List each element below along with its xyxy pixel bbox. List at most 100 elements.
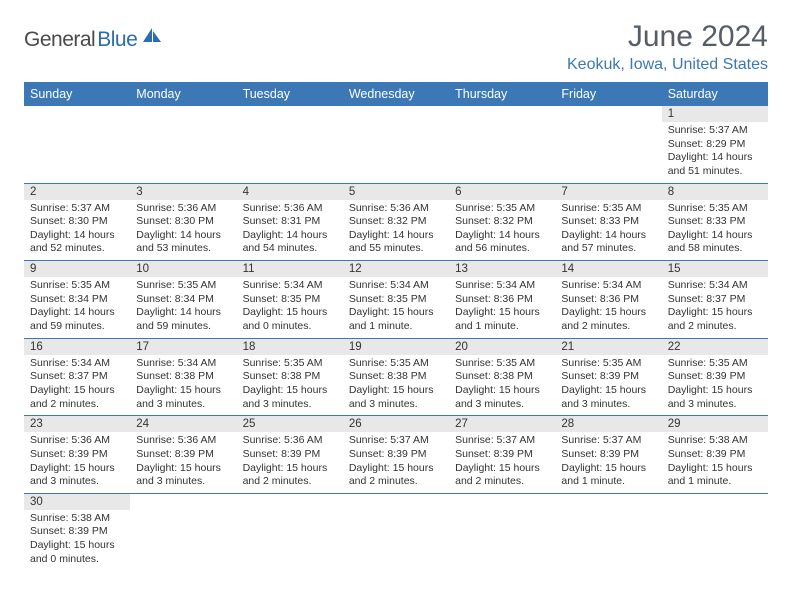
calendar-cell: 4Sunrise: 5:36 AMSunset: 8:31 PMDaylight… — [237, 183, 343, 261]
calendar-cell — [343, 493, 449, 570]
daylight-line-1: Daylight: 15 hours — [455, 306, 549, 320]
calendar-cell: 19Sunrise: 5:35 AMSunset: 8:38 PMDayligh… — [343, 338, 449, 416]
day-content: Sunrise: 5:37 AMSunset: 8:39 PMDaylight:… — [555, 432, 661, 493]
daylight-line-1: Daylight: 14 hours — [30, 306, 124, 320]
sunrise-line: Sunrise: 5:35 AM — [561, 202, 655, 216]
sunrise-line: Sunrise: 5:34 AM — [561, 279, 655, 293]
day-content: Sunrise: 5:34 AMSunset: 8:37 PMDaylight:… — [24, 355, 130, 416]
header: GeneralBlue June 2024 Keokuk, Iowa, Unit… — [24, 20, 768, 74]
sunrise-line: Sunrise: 5:35 AM — [30, 279, 124, 293]
sunset-line: Sunset: 8:34 PM — [136, 293, 230, 307]
sunrise-line: Sunrise: 5:35 AM — [455, 357, 549, 371]
day-content: Sunrise: 5:35 AMSunset: 8:38 PMDaylight:… — [343, 355, 449, 416]
sunrise-line: Sunrise: 5:36 AM — [30, 434, 124, 448]
calendar-cell: 27Sunrise: 5:37 AMSunset: 8:39 PMDayligh… — [449, 416, 555, 494]
daylight-line-2: and 3 minutes. — [243, 398, 337, 412]
day-content: Sunrise: 5:35 AMSunset: 8:39 PMDaylight:… — [555, 355, 661, 416]
day-content: Sunrise: 5:35 AMSunset: 8:32 PMDaylight:… — [449, 200, 555, 261]
daylight-line-1: Daylight: 14 hours — [136, 306, 230, 320]
sunset-line: Sunset: 8:38 PM — [243, 370, 337, 384]
calendar-cell: 23 Sunrise: 5:36 AMSunset: 8:39 PMDayligh… — [24, 416, 130, 494]
calendar-cell: 18Sunrise: 5:35 AMSunset: 8:38 PMDayligh… — [237, 338, 343, 416]
calendar-cell: 8Sunrise: 5:35 AMSunset: 8:33 PMDaylight… — [662, 183, 768, 261]
sunset-line: Sunset: 8:39 PM — [243, 448, 337, 462]
day-content: Sunrise: 5:36 AMSunset: 8:31 PMDaylight:… — [237, 200, 343, 261]
sunset-line: Sunset: 8:39 PM — [30, 448, 124, 462]
daylight-line-2: and 0 minutes. — [243, 320, 337, 334]
day-number: 13 — [449, 261, 555, 277]
daylight-line-1: Daylight: 15 hours — [30, 462, 124, 476]
daylight-line-2: and 0 minutes. — [30, 553, 124, 567]
daylight-line-2: and 2 minutes. — [668, 320, 762, 334]
sunset-line: Sunset: 8:39 PM — [668, 370, 762, 384]
day-content: Sunrise: 5:37 AMSunset: 8:39 PMDaylight:… — [343, 432, 449, 493]
daylight-line-2: and 1 minute. — [455, 320, 549, 334]
daylight-line-1: Daylight: 15 hours — [668, 384, 762, 398]
sunrise-line: Sunrise: 5:35 AM — [561, 357, 655, 371]
calendar-cell: 1Sunrise: 5:37 AMSunset: 8:29 PMDaylight… — [662, 106, 768, 183]
day-number: 5 — [343, 184, 449, 200]
day-number: 28 — [555, 416, 661, 432]
daylight-line-1: Daylight: 14 hours — [561, 229, 655, 243]
daylight-line-1: Daylight: 15 hours — [455, 384, 549, 398]
day-content: Sunrise: 5:35 AMSunset: 8:38 PMDaylight:… — [237, 355, 343, 416]
daylight-line-2: and 58 minutes. — [668, 242, 762, 256]
day-content: Sunrise: 5:38 AMSunset: 8:39 PMDaylight:… — [662, 432, 768, 493]
daylight-line-1: Daylight: 15 hours — [455, 462, 549, 476]
calendar-row: 9Sunrise: 5:35 AMSunset: 8:34 PMDaylight… — [24, 261, 768, 339]
day-number: 23 — [24, 416, 130, 432]
day-number: 2 — [24, 184, 130, 200]
day-content: Sunrise: 5:36 AMSunset: 8:30 PMDaylight:… — [130, 200, 236, 261]
sunrise-line: Sunrise: 5:34 AM — [455, 279, 549, 293]
sunrise-line: Sunrise: 5:36 AM — [136, 434, 230, 448]
calendar-cell — [130, 493, 236, 570]
day-number: 12 — [343, 261, 449, 277]
calendar-row: 23Sunrise: 5:36 AMSunset: 8:39 PMDayligh… — [24, 416, 768, 494]
daylight-line-2: and 3 minutes. — [668, 398, 762, 412]
calendar-cell: 29Sunrise: 5:38 AMSunset: 8:39 PMDayligh… — [662, 416, 768, 494]
sunset-line: Sunset: 8:31 PM — [243, 215, 337, 229]
sunrise-line: Sunrise: 5:34 AM — [349, 279, 443, 293]
daylight-line-1: Daylight: 15 hours — [243, 462, 337, 476]
sunset-line: Sunset: 8:35 PM — [349, 293, 443, 307]
daylight-line-1: Daylight: 15 hours — [561, 306, 655, 320]
daylight-line-1: Daylight: 15 hours — [561, 384, 655, 398]
calendar-cell — [237, 493, 343, 570]
calendar-cell: 17Sunrise: 5:34 AMSunset: 8:38 PMDayligh… — [130, 338, 236, 416]
sunset-line: Sunset: 8:37 PM — [30, 370, 124, 384]
daylight-line-1: Daylight: 14 hours — [668, 151, 762, 165]
sunrise-line: Sunrise: 5:36 AM — [136, 202, 230, 216]
day-number: 15 — [662, 261, 768, 277]
logo-text-dark: General — [24, 28, 95, 52]
calendar-body: 1Sunrise: 5:37 AMSunset: 8:29 PMDaylight… — [24, 106, 768, 570]
sunrise-line: Sunrise: 5:34 AM — [136, 357, 230, 371]
day-number: 30 — [24, 494, 130, 510]
sunrise-line: Sunrise: 5:35 AM — [455, 202, 549, 216]
calendar-cell: 2Sunrise: 5:37 AMSunset: 8:30 PMDaylight… — [24, 183, 130, 261]
sunset-line: Sunset: 8:39 PM — [349, 448, 443, 462]
sunrise-line: Sunrise: 5:37 AM — [30, 202, 124, 216]
daylight-line-2: and 51 minutes. — [668, 165, 762, 179]
calendar-cell — [24, 106, 130, 183]
sunrise-line: Sunrise: 5:35 AM — [668, 202, 762, 216]
day-number: 26 — [343, 416, 449, 432]
sunset-line: Sunset: 8:39 PM — [455, 448, 549, 462]
daylight-line-2: and 1 minute. — [668, 475, 762, 489]
calendar-cell — [555, 493, 661, 570]
day-content: Sunrise: 5:35 AMSunset: 8:38 PMDaylight:… — [449, 355, 555, 416]
calendar-row: 2Sunrise: 5:37 AMSunset: 8:30 PMDaylight… — [24, 183, 768, 261]
calendar-cell — [449, 106, 555, 183]
daylight-line-1: Daylight: 14 hours — [243, 229, 337, 243]
calendar-cell: 22Sunrise: 5:35 AMSunset: 8:39 PMDayligh… — [662, 338, 768, 416]
sunrise-line: Sunrise: 5:36 AM — [243, 434, 337, 448]
sunrise-line: Sunrise: 5:36 AM — [349, 202, 443, 216]
weekday-header: Thursday — [449, 82, 555, 106]
calendar-cell — [449, 493, 555, 570]
daylight-line-1: Daylight: 14 hours — [136, 229, 230, 243]
day-number: 4 — [237, 184, 343, 200]
calendar-cell — [130, 106, 236, 183]
day-number: 1 — [662, 106, 768, 122]
day-content: Sunrise: 5:35 AMSunset: 8:34 PMDaylight:… — [24, 277, 130, 338]
day-content: Sunrise: 5:35 AMSunset: 8:39 PMDaylight:… — [662, 355, 768, 416]
logo: GeneralBlue — [24, 20, 163, 53]
